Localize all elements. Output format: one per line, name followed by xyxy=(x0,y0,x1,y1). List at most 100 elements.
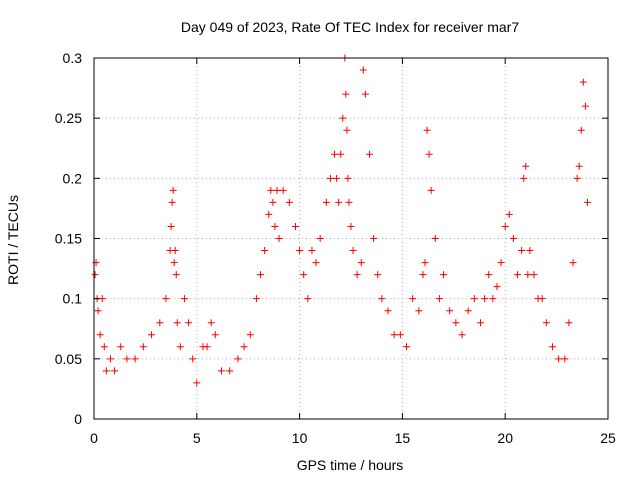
data-point xyxy=(357,259,365,267)
data-point xyxy=(548,343,556,351)
y-tick-label: 0.25 xyxy=(55,110,82,126)
data-point xyxy=(111,367,119,375)
data-point xyxy=(583,198,591,206)
data-point xyxy=(464,307,472,315)
data-point xyxy=(347,222,355,230)
data-point xyxy=(300,271,308,279)
data-point xyxy=(337,150,345,158)
data-point xyxy=(493,283,501,291)
data-point xyxy=(291,222,299,230)
data-point xyxy=(279,186,287,194)
data-point xyxy=(123,355,131,363)
data-point xyxy=(440,271,448,279)
data-point xyxy=(489,295,497,303)
data-point xyxy=(509,235,517,242)
data-point xyxy=(520,174,528,182)
x-tick-labels: 0 5 10 15 20 25 xyxy=(90,430,616,446)
data-point xyxy=(322,198,330,206)
y-tick-labels: 0 0.05 0.1 0.15 0.2 0.25 0.3 xyxy=(55,50,82,427)
data-point xyxy=(526,247,534,255)
y-tick-label: 0.15 xyxy=(55,231,82,247)
data-point xyxy=(316,235,324,242)
data-point xyxy=(425,150,433,158)
data-point xyxy=(333,174,341,182)
data-point xyxy=(452,319,460,327)
data-point xyxy=(275,235,283,242)
data-point xyxy=(193,379,201,387)
data-point xyxy=(172,271,180,279)
data-point xyxy=(207,319,215,327)
data-point xyxy=(173,319,181,327)
data-point xyxy=(378,295,386,303)
data-point xyxy=(561,355,569,363)
x-tick-label: 0 xyxy=(90,430,98,446)
data-point xyxy=(514,271,522,279)
data-point xyxy=(396,331,404,339)
data-point xyxy=(131,355,139,363)
data-point xyxy=(185,319,193,327)
data-point xyxy=(331,150,339,158)
data-point xyxy=(265,210,273,218)
data-point xyxy=(269,198,277,206)
data-point xyxy=(579,78,587,86)
grid-lines xyxy=(94,58,608,419)
data-point xyxy=(171,247,179,255)
data-point xyxy=(335,198,343,206)
data-point xyxy=(501,222,509,230)
data-point xyxy=(296,247,304,255)
data-point xyxy=(106,355,114,363)
x-tick-label: 5 xyxy=(193,430,201,446)
data-point xyxy=(308,247,316,255)
data-point xyxy=(100,343,108,351)
data-point xyxy=(565,319,573,327)
data-point xyxy=(569,259,577,267)
data-point xyxy=(505,210,513,218)
x-tick-label: 15 xyxy=(395,430,411,446)
data-point xyxy=(409,295,417,303)
data-point xyxy=(435,295,443,303)
data-point xyxy=(497,259,505,267)
y-tick-label: 0.2 xyxy=(63,170,83,186)
data-point xyxy=(470,295,478,303)
data-point xyxy=(234,355,242,363)
data-point xyxy=(273,186,281,194)
y-tick-label: 0 xyxy=(74,411,82,427)
data-point xyxy=(117,343,125,351)
y-axis-label: ROTI / TECUs xyxy=(5,195,21,285)
data-point xyxy=(343,126,351,134)
y-tick-label: 0.05 xyxy=(55,351,82,367)
data-point xyxy=(180,295,188,303)
data-point xyxy=(421,259,429,267)
data-point xyxy=(240,343,248,351)
data-point xyxy=(226,367,234,375)
data-point xyxy=(94,307,102,315)
chart-title: Day 049 of 2023, Rate Of TEC Index for r… xyxy=(181,19,519,35)
data-point xyxy=(403,343,411,351)
data-point xyxy=(485,271,493,279)
data-point xyxy=(481,295,489,303)
data-point xyxy=(477,319,485,327)
data-point xyxy=(344,174,352,182)
data-point xyxy=(555,355,563,363)
data-point xyxy=(370,235,378,242)
data-point xyxy=(203,343,211,351)
data-point xyxy=(518,247,526,255)
data-point xyxy=(522,162,530,170)
data-point xyxy=(366,150,374,158)
axis-ticks xyxy=(93,57,609,420)
data-point xyxy=(384,307,392,315)
data-point xyxy=(257,271,265,279)
data-point xyxy=(339,114,347,122)
data-point xyxy=(530,271,538,279)
data-point xyxy=(359,66,367,74)
data-point xyxy=(271,222,279,230)
data-point xyxy=(156,319,164,327)
data-point xyxy=(345,198,353,206)
data-point xyxy=(261,247,269,255)
data-point xyxy=(581,102,589,110)
data-point xyxy=(446,307,454,315)
data-point xyxy=(169,186,177,194)
data-point xyxy=(246,331,254,339)
data-point xyxy=(91,271,99,279)
